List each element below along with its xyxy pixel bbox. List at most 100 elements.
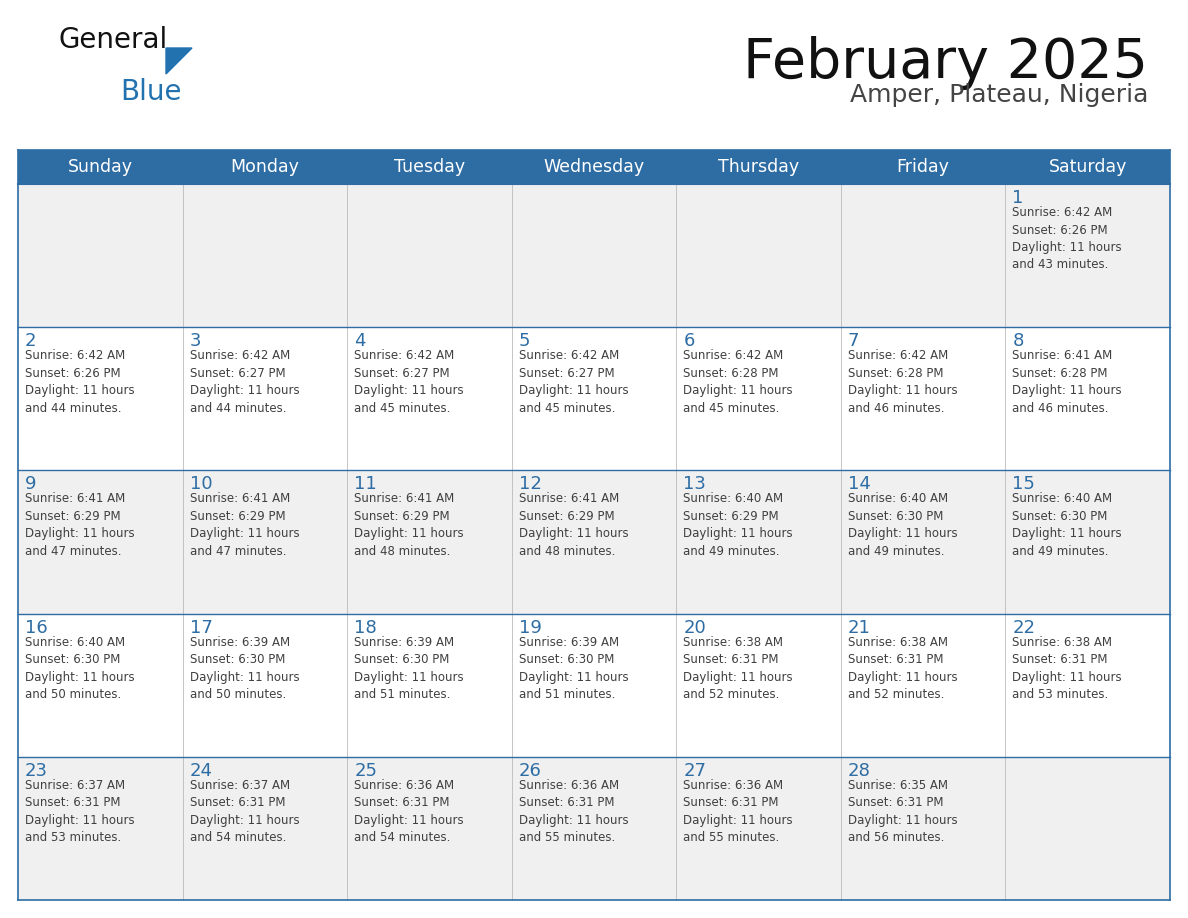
Text: 14: 14 (848, 476, 871, 493)
Text: 7: 7 (848, 332, 859, 350)
Text: Sunrise: 6:42 AM
Sunset: 6:26 PM
Daylight: 11 hours
and 44 minutes.: Sunrise: 6:42 AM Sunset: 6:26 PM Dayligh… (25, 349, 134, 415)
Text: 16: 16 (25, 619, 48, 636)
Bar (512, 613, 676, 756)
Bar (1005, 613, 1170, 756)
Text: Sunrise: 6:42 AM
Sunset: 6:28 PM
Daylight: 11 hours
and 45 minutes.: Sunrise: 6:42 AM Sunset: 6:28 PM Dayligh… (683, 349, 792, 415)
Text: Friday: Friday (897, 158, 949, 176)
Text: February 2025: February 2025 (742, 36, 1148, 90)
Text: 10: 10 (190, 476, 213, 493)
Text: Sunrise: 6:37 AM
Sunset: 6:31 PM
Daylight: 11 hours
and 54 minutes.: Sunrise: 6:37 AM Sunset: 6:31 PM Dayligh… (190, 778, 299, 845)
Text: 3: 3 (190, 332, 201, 350)
Text: Sunrise: 6:39 AM
Sunset: 6:30 PM
Daylight: 11 hours
and 50 minutes.: Sunrise: 6:39 AM Sunset: 6:30 PM Dayligh… (190, 635, 299, 701)
Polygon shape (166, 48, 192, 74)
Text: 6: 6 (683, 332, 695, 350)
Text: 21: 21 (848, 619, 871, 636)
Text: Sunrise: 6:40 AM
Sunset: 6:30 PM
Daylight: 11 hours
and 50 minutes.: Sunrise: 6:40 AM Sunset: 6:30 PM Dayligh… (25, 635, 134, 701)
Text: Monday: Monday (230, 158, 299, 176)
Text: Wednesday: Wednesday (543, 158, 645, 176)
Text: 12: 12 (519, 476, 542, 493)
Text: Sunday: Sunday (68, 158, 133, 176)
Text: Sunrise: 6:38 AM
Sunset: 6:31 PM
Daylight: 11 hours
and 53 minutes.: Sunrise: 6:38 AM Sunset: 6:31 PM Dayligh… (1012, 635, 1121, 701)
Text: 19: 19 (519, 619, 542, 636)
Bar (1005, 327, 1170, 470)
Bar (841, 184, 1005, 327)
Text: Sunrise: 6:36 AM
Sunset: 6:31 PM
Daylight: 11 hours
and 55 minutes.: Sunrise: 6:36 AM Sunset: 6:31 PM Dayligh… (519, 778, 628, 845)
Bar (347, 327, 512, 470)
Bar (841, 756, 1005, 900)
Bar (347, 470, 512, 613)
Bar (512, 184, 676, 327)
Text: Sunrise: 6:42 AM
Sunset: 6:28 PM
Daylight: 11 hours
and 46 minutes.: Sunrise: 6:42 AM Sunset: 6:28 PM Dayligh… (848, 349, 958, 415)
Bar (676, 327, 841, 470)
Bar (512, 470, 676, 613)
Bar (512, 756, 676, 900)
Text: 17: 17 (190, 619, 213, 636)
Text: Sunrise: 6:39 AM
Sunset: 6:30 PM
Daylight: 11 hours
and 51 minutes.: Sunrise: 6:39 AM Sunset: 6:30 PM Dayligh… (519, 635, 628, 701)
Text: Blue: Blue (120, 78, 182, 106)
Text: 20: 20 (683, 619, 706, 636)
Text: Sunrise: 6:35 AM
Sunset: 6:31 PM
Daylight: 11 hours
and 56 minutes.: Sunrise: 6:35 AM Sunset: 6:31 PM Dayligh… (848, 778, 958, 845)
Text: Tuesday: Tuesday (394, 158, 465, 176)
Text: Sunrise: 6:41 AM
Sunset: 6:29 PM
Daylight: 11 hours
and 47 minutes.: Sunrise: 6:41 AM Sunset: 6:29 PM Dayligh… (190, 492, 299, 558)
Bar (18, 150, 1170, 184)
Bar (841, 613, 1005, 756)
Bar (183, 184, 347, 327)
Bar (347, 184, 512, 327)
Text: 15: 15 (1012, 476, 1035, 493)
Text: Sunrise: 6:41 AM
Sunset: 6:29 PM
Daylight: 11 hours
and 48 minutes.: Sunrise: 6:41 AM Sunset: 6:29 PM Dayligh… (519, 492, 628, 558)
Bar (676, 470, 841, 613)
Text: Sunrise: 6:42 AM
Sunset: 6:27 PM
Daylight: 11 hours
and 45 minutes.: Sunrise: 6:42 AM Sunset: 6:27 PM Dayligh… (519, 349, 628, 415)
Bar (18, 470, 183, 613)
Text: 11: 11 (354, 476, 377, 493)
Text: Sunrise: 6:42 AM
Sunset: 6:27 PM
Daylight: 11 hours
and 45 minutes.: Sunrise: 6:42 AM Sunset: 6:27 PM Dayligh… (354, 349, 463, 415)
Text: Thursday: Thursday (718, 158, 800, 176)
Text: 2: 2 (25, 332, 37, 350)
Text: 22: 22 (1012, 619, 1036, 636)
Bar (1005, 470, 1170, 613)
Bar (18, 756, 183, 900)
Text: Sunrise: 6:40 AM
Sunset: 6:29 PM
Daylight: 11 hours
and 49 minutes.: Sunrise: 6:40 AM Sunset: 6:29 PM Dayligh… (683, 492, 792, 558)
Bar (676, 613, 841, 756)
Bar (183, 470, 347, 613)
Bar (183, 756, 347, 900)
Bar (18, 613, 183, 756)
Bar (841, 470, 1005, 613)
Text: 25: 25 (354, 762, 377, 779)
Text: 24: 24 (190, 762, 213, 779)
Text: 26: 26 (519, 762, 542, 779)
Bar (183, 327, 347, 470)
Text: Sunrise: 6:41 AM
Sunset: 6:28 PM
Daylight: 11 hours
and 46 minutes.: Sunrise: 6:41 AM Sunset: 6:28 PM Dayligh… (1012, 349, 1121, 415)
Bar (18, 184, 183, 327)
Text: Sunrise: 6:41 AM
Sunset: 6:29 PM
Daylight: 11 hours
and 47 minutes.: Sunrise: 6:41 AM Sunset: 6:29 PM Dayligh… (25, 492, 134, 558)
Text: 23: 23 (25, 762, 48, 779)
Text: 4: 4 (354, 332, 366, 350)
Text: 27: 27 (683, 762, 707, 779)
Text: Sunrise: 6:37 AM
Sunset: 6:31 PM
Daylight: 11 hours
and 53 minutes.: Sunrise: 6:37 AM Sunset: 6:31 PM Dayligh… (25, 778, 134, 845)
Bar (1005, 184, 1170, 327)
Bar (347, 613, 512, 756)
Bar (512, 327, 676, 470)
Bar (347, 756, 512, 900)
Text: Saturday: Saturday (1049, 158, 1127, 176)
Text: Sunrise: 6:40 AM
Sunset: 6:30 PM
Daylight: 11 hours
and 49 minutes.: Sunrise: 6:40 AM Sunset: 6:30 PM Dayligh… (848, 492, 958, 558)
Text: 1: 1 (1012, 189, 1024, 207)
Text: 18: 18 (354, 619, 377, 636)
Text: Sunrise: 6:41 AM
Sunset: 6:29 PM
Daylight: 11 hours
and 48 minutes.: Sunrise: 6:41 AM Sunset: 6:29 PM Dayligh… (354, 492, 463, 558)
Bar (18, 327, 183, 470)
Text: Sunrise: 6:42 AM
Sunset: 6:27 PM
Daylight: 11 hours
and 44 minutes.: Sunrise: 6:42 AM Sunset: 6:27 PM Dayligh… (190, 349, 299, 415)
Text: Amper, Plateau, Nigeria: Amper, Plateau, Nigeria (849, 83, 1148, 107)
Text: Sunrise: 6:36 AM
Sunset: 6:31 PM
Daylight: 11 hours
and 54 minutes.: Sunrise: 6:36 AM Sunset: 6:31 PM Dayligh… (354, 778, 463, 845)
Text: 28: 28 (848, 762, 871, 779)
Text: Sunrise: 6:38 AM
Sunset: 6:31 PM
Daylight: 11 hours
and 52 minutes.: Sunrise: 6:38 AM Sunset: 6:31 PM Dayligh… (683, 635, 792, 701)
Text: Sunrise: 6:40 AM
Sunset: 6:30 PM
Daylight: 11 hours
and 49 minutes.: Sunrise: 6:40 AM Sunset: 6:30 PM Dayligh… (1012, 492, 1121, 558)
Bar (1005, 756, 1170, 900)
Bar (183, 613, 347, 756)
Text: 5: 5 (519, 332, 530, 350)
Text: General: General (58, 26, 168, 54)
Text: 9: 9 (25, 476, 37, 493)
Bar (676, 184, 841, 327)
Text: 8: 8 (1012, 332, 1024, 350)
Text: Sunrise: 6:36 AM
Sunset: 6:31 PM
Daylight: 11 hours
and 55 minutes.: Sunrise: 6:36 AM Sunset: 6:31 PM Dayligh… (683, 778, 792, 845)
Bar (841, 327, 1005, 470)
Text: Sunrise: 6:39 AM
Sunset: 6:30 PM
Daylight: 11 hours
and 51 minutes.: Sunrise: 6:39 AM Sunset: 6:30 PM Dayligh… (354, 635, 463, 701)
